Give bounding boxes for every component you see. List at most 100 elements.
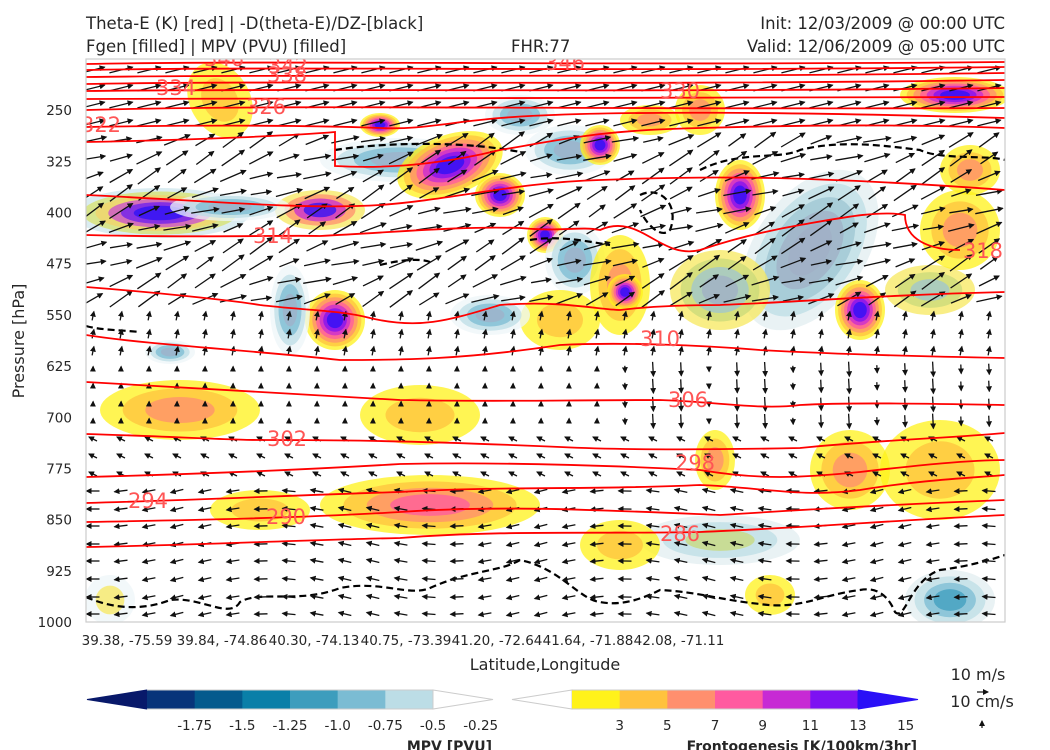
wind-vector <box>780 132 806 148</box>
wind-vector <box>701 593 716 600</box>
wind-vector <box>642 152 665 164</box>
wind-vector <box>309 505 324 512</box>
wind-vector <box>977 65 1002 74</box>
wind-vector <box>113 523 128 530</box>
wind-vector <box>309 540 324 547</box>
wind-vector <box>863 135 892 143</box>
colorbar-title: MPV [PVU] <box>407 739 492 750</box>
wind-vector <box>249 205 274 216</box>
wind-vector <box>669 167 693 185</box>
wind-vector <box>501 294 526 302</box>
wind-vector <box>809 100 834 109</box>
quiver-key-horizontal-label: 10 m/s <box>951 665 1006 684</box>
wind-vector <box>508 471 518 477</box>
wind-vector <box>341 345 348 356</box>
wind-vector <box>561 523 576 530</box>
wind-vector <box>500 171 527 180</box>
wind-vector <box>529 294 554 303</box>
wind-vector <box>894 168 916 184</box>
y-axis-label: Pressure [hPa] <box>9 284 28 399</box>
wind-vector <box>780 257 807 269</box>
shaded-region <box>435 155 465 175</box>
wind-vector <box>195 133 216 147</box>
wind-vector <box>975 188 1003 196</box>
colorbar-title: Frontogenesis [K/100km/3hr] <box>687 739 917 750</box>
wind-vector <box>192 292 219 305</box>
wind-vector <box>225 576 240 583</box>
wind-vector <box>789 310 796 321</box>
theta-e-contour <box>86 66 1005 71</box>
wind-vector <box>169 506 184 513</box>
colorbar-tick-label: 3 <box>615 718 624 734</box>
wind-vector <box>808 186 835 200</box>
wind-vector <box>757 593 772 600</box>
colorbar-tick-label: -0.25 <box>463 718 498 734</box>
wind-vector <box>561 611 576 618</box>
wind-vector <box>925 558 940 565</box>
wind-vector <box>533 523 548 530</box>
wind-vector <box>697 100 722 109</box>
wind-vector <box>249 237 274 255</box>
wind-vector <box>813 611 828 618</box>
wind-vector <box>389 241 413 249</box>
colorbar-segment <box>147 690 196 709</box>
wind-vector <box>697 118 722 127</box>
wind-vector <box>333 118 358 127</box>
wind-vector <box>782 294 805 302</box>
wind-vector <box>621 328 628 339</box>
wind-vector <box>167 273 188 289</box>
wind-vector <box>505 594 520 601</box>
wind-vector <box>611 135 640 143</box>
wind-vector <box>901 328 908 339</box>
theta-e-contour-label: 306 <box>668 388 708 412</box>
wind-vector <box>978 238 1001 254</box>
wind-vector <box>481 310 488 321</box>
wind-vector <box>762 361 769 377</box>
wind-vector <box>500 151 527 165</box>
wind-vector <box>670 206 693 215</box>
theta-e-contour <box>86 499 1005 523</box>
plot-frame <box>85 58 1006 623</box>
wind-vector <box>501 189 526 196</box>
wind-vector <box>589 558 604 565</box>
wind-vector <box>362 258 385 267</box>
wind-vector <box>755 221 776 235</box>
wind-vector <box>421 575 436 582</box>
shaded-region <box>832 452 868 488</box>
wind-vector <box>555 171 584 180</box>
theta-e-contour <box>86 212 961 253</box>
wind-vector <box>415 240 444 251</box>
wind-vector <box>109 184 133 202</box>
wind-vector <box>977 170 1001 182</box>
wind-vector <box>453 328 460 339</box>
wind-vector <box>727 150 748 166</box>
theta-e-contour-label: 342 <box>268 54 308 78</box>
wind-vector <box>449 594 464 601</box>
wind-vector <box>676 471 686 477</box>
wind-vector <box>281 540 296 547</box>
wind-vector <box>585 100 610 109</box>
wind-vector <box>725 222 750 234</box>
wind-vector <box>723 188 752 197</box>
colorbar-segment <box>385 690 434 709</box>
y-tick-label: 625 <box>46 359 72 375</box>
wind-vector <box>757 522 772 529</box>
wind-vector <box>197 488 212 495</box>
wind-vector <box>340 471 350 477</box>
wind-vector <box>957 345 964 356</box>
wind-vector <box>873 328 880 339</box>
wind-vector <box>953 611 968 618</box>
wind-vector <box>921 255 946 271</box>
wind-vector <box>841 506 856 513</box>
wind-vector <box>925 523 940 530</box>
wind-vector <box>921 206 946 215</box>
shaded-region <box>231 498 289 522</box>
colorbar-extend-low <box>86 689 148 710</box>
wind-vector <box>225 488 240 495</box>
wind-vector <box>335 293 356 305</box>
x-tick-label: 41.64, -71.88 <box>543 633 634 649</box>
wind-vector <box>249 171 274 180</box>
wind-vector <box>304 186 331 200</box>
wind-vector <box>313 345 320 356</box>
wind-vector <box>585 65 610 74</box>
